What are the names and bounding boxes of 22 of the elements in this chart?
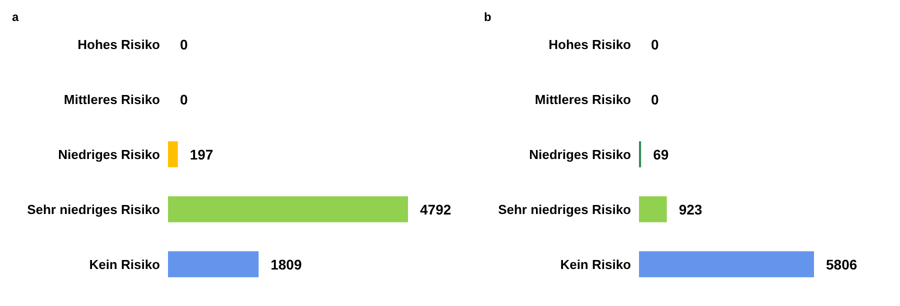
data-label: 0 — [180, 92, 188, 108]
data-label: 1809 — [270, 256, 302, 272]
y-tick-label: Sehr niedriges Risiko — [27, 202, 160, 218]
data-label: 0 — [651, 36, 659, 52]
data-label: 197 — [190, 146, 214, 162]
y-tick-label: Hohes Risiko — [78, 37, 160, 52]
data-label: 923 — [678, 202, 702, 218]
data-label: 5806 — [826, 256, 858, 272]
y-tick-label: Mittleres Risiko — [534, 92, 632, 108]
y-tick-label: Sehr niedriges Risiko — [498, 202, 632, 218]
text: a — [12, 10, 19, 24]
y-tick-label: Kein Risiko — [89, 257, 160, 272]
y-tick-label: Hohes Risiko — [548, 37, 632, 52]
y-tick-label: Kein Risiko — [560, 257, 632, 272]
data-label: 69 — [653, 146, 669, 162]
y-tick-label: Mittleres Risiko — [64, 92, 160, 108]
text: b — [484, 10, 492, 24]
data-label: 0 — [180, 36, 188, 52]
y-tick-label: Niedriges Risiko — [529, 147, 632, 162]
data-label: 0 — [651, 92, 659, 108]
y-tick-label: Niedriges Risiko — [58, 147, 160, 162]
data-label: 4792 — [420, 202, 452, 218]
